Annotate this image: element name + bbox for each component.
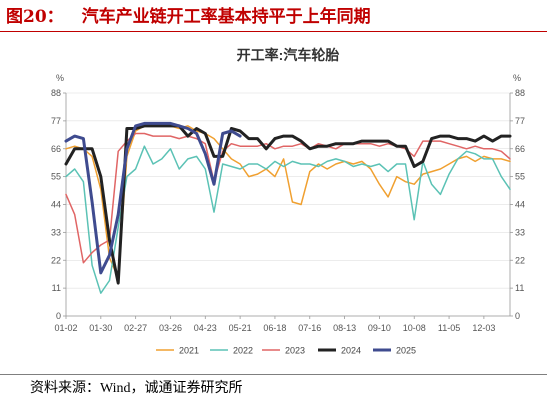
x-tick-label: 05-21 [229,323,252,333]
y-tick-label: 66 [51,144,61,154]
y-tick-label-right: 33 [515,227,525,237]
chart-grid [66,92,510,317]
x-tick-label: 03-26 [159,323,182,333]
figure-title: 汽车产业链开工率基本持平于上年同期 [81,7,371,27]
y-tick-label: 22 [51,255,61,265]
x-tick-label: 11-05 [438,323,460,333]
series-line-2023 [65,132,511,264]
y-tick-label: 44 [51,200,61,210]
y-tick-label-right: 66 [515,144,525,154]
y-tick-label-right: 44 [515,200,525,210]
x-tick-label: 01-30 [89,323,112,333]
series-line-2025 [64,121,242,275]
y-tick-label-right: 0 [515,311,520,321]
source-note: 资料来源：Wind，诚通证券研究所 [30,381,243,396]
y-tick-label-right: 22 [515,255,525,265]
y-tick-label-right: 55 [515,172,525,182]
x-tick-label: 06-18 [263,323,286,333]
chart-axes: 0 0 11 11 22 22 33 33 44 44 55 55 66 66 77 77 88 88% % 01-0… [51,73,525,333]
series-line-2022 [65,145,511,294]
y-tick-label-right: 88 [515,88,525,98]
y-tick-label: 77 [51,116,61,126]
x-tick-label: 08-13 [333,323,356,333]
source-rule [0,374,547,375]
x-tick-label: 02-27 [124,323,147,333]
x-tick-label: 04-23 [194,323,217,333]
legend-label-2021: 2021 [179,346,199,356]
chart-legend: 2021 2022 2023 2024 2025 [156,346,416,356]
y-tick-label-right: 77 [515,116,525,126]
y-tick-label-right: 11 [515,283,524,293]
x-tick-label: 01-02 [54,323,77,333]
legend-label-2024: 2024 [341,346,361,356]
caption-rule [0,31,547,32]
y-tick-label: 33 [51,227,61,237]
y-tick-label: 11 [52,283,61,293]
series-layer [64,121,512,294]
y-tick-label: 0 [56,311,61,321]
legend-label-2025: 2025 [396,346,416,356]
figure-number: 图20： [6,7,64,27]
x-tick-label: 12-03 [472,323,495,333]
series-line-2024 [64,124,512,285]
y-tick-label: 55 [51,172,61,182]
x-tick-label: 09-10 [368,323,391,333]
y-unit-label: % [56,73,64,83]
legend-label-2023: 2023 [285,346,305,356]
chart-title: 开工率:汽车轮胎 [237,47,340,63]
x-tick-label: 10-08 [403,323,426,333]
legend-label-2022: 2022 [233,346,253,356]
y-unit-label-right: % [513,73,521,83]
figure-caption: 图20： 汽车产业链开工率基本持平于上年同期 [6,4,542,30]
x-tick-label: 07-16 [298,323,321,333]
y-tick-label: 88 [51,88,61,98]
